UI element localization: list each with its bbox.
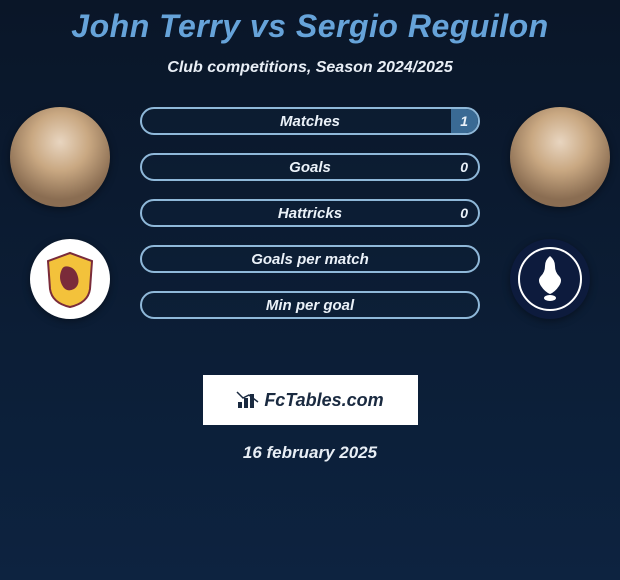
player1-club-badge (30, 239, 110, 319)
stat-bar: Goals per match (140, 245, 480, 273)
fctables-logo: FcTables.com (203, 375, 418, 425)
comparison-panel: Matches1Goals0Hattricks0Goals per matchM… (0, 107, 620, 367)
subtitle: Club competitions, Season 2024/2025 (0, 59, 620, 77)
title-player1: John Terry (71, 8, 240, 44)
stat-value-right: 0 (460, 201, 468, 225)
player2-avatar (510, 107, 610, 207)
stat-value-right: 0 (460, 155, 468, 179)
stat-bar: Hattricks0 (140, 199, 480, 227)
bar-chart-icon (236, 390, 260, 410)
player1-avatar (10, 107, 110, 207)
stat-label: Min per goal (142, 293, 478, 317)
stat-label: Goals per match (142, 247, 478, 271)
title-vs: vs (250, 8, 287, 44)
date-label: 16 february 2025 (0, 443, 620, 463)
stat-label: Hattricks (142, 201, 478, 225)
page-title: John Terry vs Sergio Reguilon (0, 0, 620, 45)
stat-bar: Matches1 (140, 107, 480, 135)
stat-label: Goals (142, 155, 478, 179)
stat-bar: Goals0 (140, 153, 480, 181)
player2-club-badge (510, 239, 590, 319)
stat-value-right: 1 (460, 109, 468, 133)
stat-bars: Matches1Goals0Hattricks0Goals per matchM… (140, 107, 480, 337)
stat-label: Matches (142, 109, 478, 133)
title-player2: Sergio Reguilon (296, 8, 549, 44)
logo-text: FcTables.com (264, 390, 383, 411)
stat-bar: Min per goal (140, 291, 480, 319)
